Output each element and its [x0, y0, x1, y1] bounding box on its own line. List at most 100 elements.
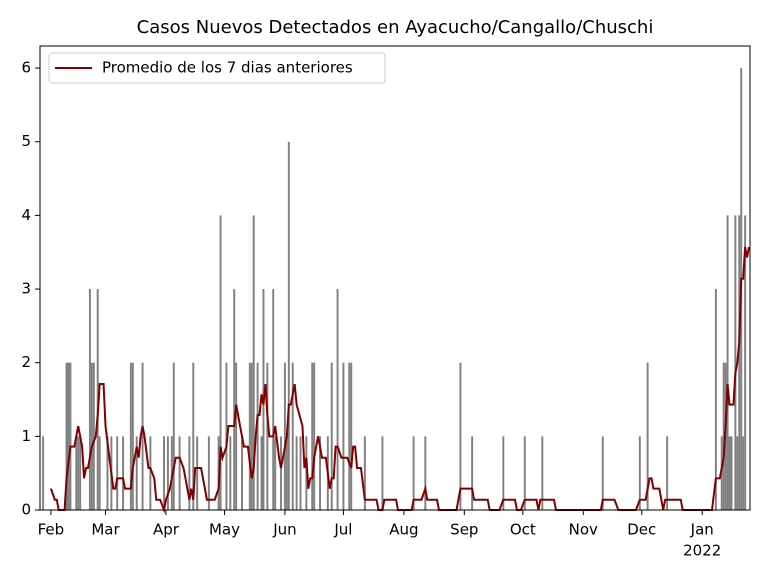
bar	[319, 436, 321, 510]
bar	[299, 436, 302, 510]
bar	[722, 362, 725, 510]
bar	[381, 436, 384, 510]
x-tick-label: Feb	[38, 521, 65, 539]
bar	[166, 436, 169, 510]
bar	[42, 436, 45, 510]
bar	[106, 436, 109, 510]
x-tick-label: Oct	[510, 521, 536, 539]
bar	[730, 436, 733, 510]
x-tick-sublabel: 2022	[683, 542, 721, 560]
bar	[67, 362, 70, 510]
bar	[502, 436, 505, 510]
bar	[738, 215, 741, 510]
bar	[75, 436, 78, 510]
bar	[736, 436, 739, 510]
bar	[272, 289, 275, 510]
bar	[252, 215, 255, 510]
bar	[188, 436, 191, 510]
bar	[363, 436, 366, 510]
bar	[92, 362, 95, 510]
bar	[311, 362, 314, 510]
bar	[638, 436, 641, 510]
chart-title: Casos Nuevos Detectados en Ayacucho/Cang…	[137, 17, 654, 38]
bar	[241, 436, 243, 510]
bar	[172, 362, 175, 510]
bar	[342, 362, 345, 510]
bar	[79, 436, 82, 510]
bar	[266, 362, 269, 510]
y-tick-label: 0	[21, 501, 31, 519]
bar	[274, 436, 277, 510]
bar	[646, 362, 649, 510]
bar	[256, 362, 259, 510]
bar	[471, 436, 474, 510]
bar	[424, 436, 427, 510]
bar	[330, 362, 333, 510]
bar	[135, 436, 138, 510]
x-tick-label: Mar	[91, 521, 120, 539]
bar	[192, 362, 195, 510]
y-tick-label: 2	[21, 353, 31, 371]
bar	[90, 362, 93, 510]
bar	[348, 362, 351, 510]
bar	[219, 215, 222, 510]
bar	[313, 362, 316, 510]
bar	[141, 362, 144, 510]
x-tick-label: Nov	[569, 521, 598, 539]
bar	[744, 215, 747, 510]
axes-frame	[39, 45, 751, 511]
bar	[295, 436, 298, 510]
bar	[88, 289, 91, 510]
bar	[541, 436, 544, 510]
bar	[260, 436, 263, 510]
bar	[98, 436, 101, 510]
bar	[728, 436, 731, 510]
bar	[350, 362, 353, 510]
bar	[248, 362, 251, 510]
bar	[250, 362, 253, 510]
x-tick-label: Jun	[272, 521, 296, 539]
y-tick-label: 4	[21, 206, 31, 224]
bar	[235, 362, 238, 510]
x-tick-label: Jan	[690, 521, 714, 539]
bar	[601, 436, 604, 510]
x-tick-label: Jul	[333, 521, 352, 539]
y-tick-label: 1	[21, 427, 31, 445]
bar	[336, 289, 339, 510]
bar	[131, 362, 134, 510]
y-tick-label: 6	[21, 59, 31, 77]
bar	[207, 436, 210, 510]
bar	[666, 436, 669, 510]
bar	[69, 362, 72, 510]
legend-label: Promedio de los 7 dias anteriores	[102, 59, 353, 77]
bar	[77, 436, 80, 510]
bar	[726, 215, 729, 510]
bar	[459, 362, 462, 510]
x-tick-label: Dec	[627, 521, 656, 539]
bar	[291, 362, 294, 510]
bar	[412, 436, 415, 510]
x-tick-label: Apr	[153, 521, 180, 539]
x-tick-label: Aug	[389, 521, 418, 539]
y-tick-label: 3	[21, 280, 31, 298]
x-tick-label: May	[209, 521, 240, 539]
bar	[116, 436, 119, 510]
bar	[229, 436, 232, 510]
bar	[734, 215, 737, 510]
bar	[65, 362, 68, 510]
bar	[149, 436, 152, 510]
legend-box	[48, 52, 386, 84]
bar	[280, 436, 282, 510]
bar	[287, 141, 290, 510]
bar	[233, 289, 236, 510]
bar	[122, 436, 125, 510]
bar	[196, 436, 199, 510]
bar	[742, 436, 745, 510]
bar	[714, 289, 717, 510]
bar	[285, 436, 288, 510]
line	[49, 246, 751, 514]
bar	[523, 436, 526, 510]
plot-area	[42, 68, 751, 514]
y-tick-label: 5	[21, 132, 31, 150]
x-tick-label: Sep	[450, 521, 478, 539]
